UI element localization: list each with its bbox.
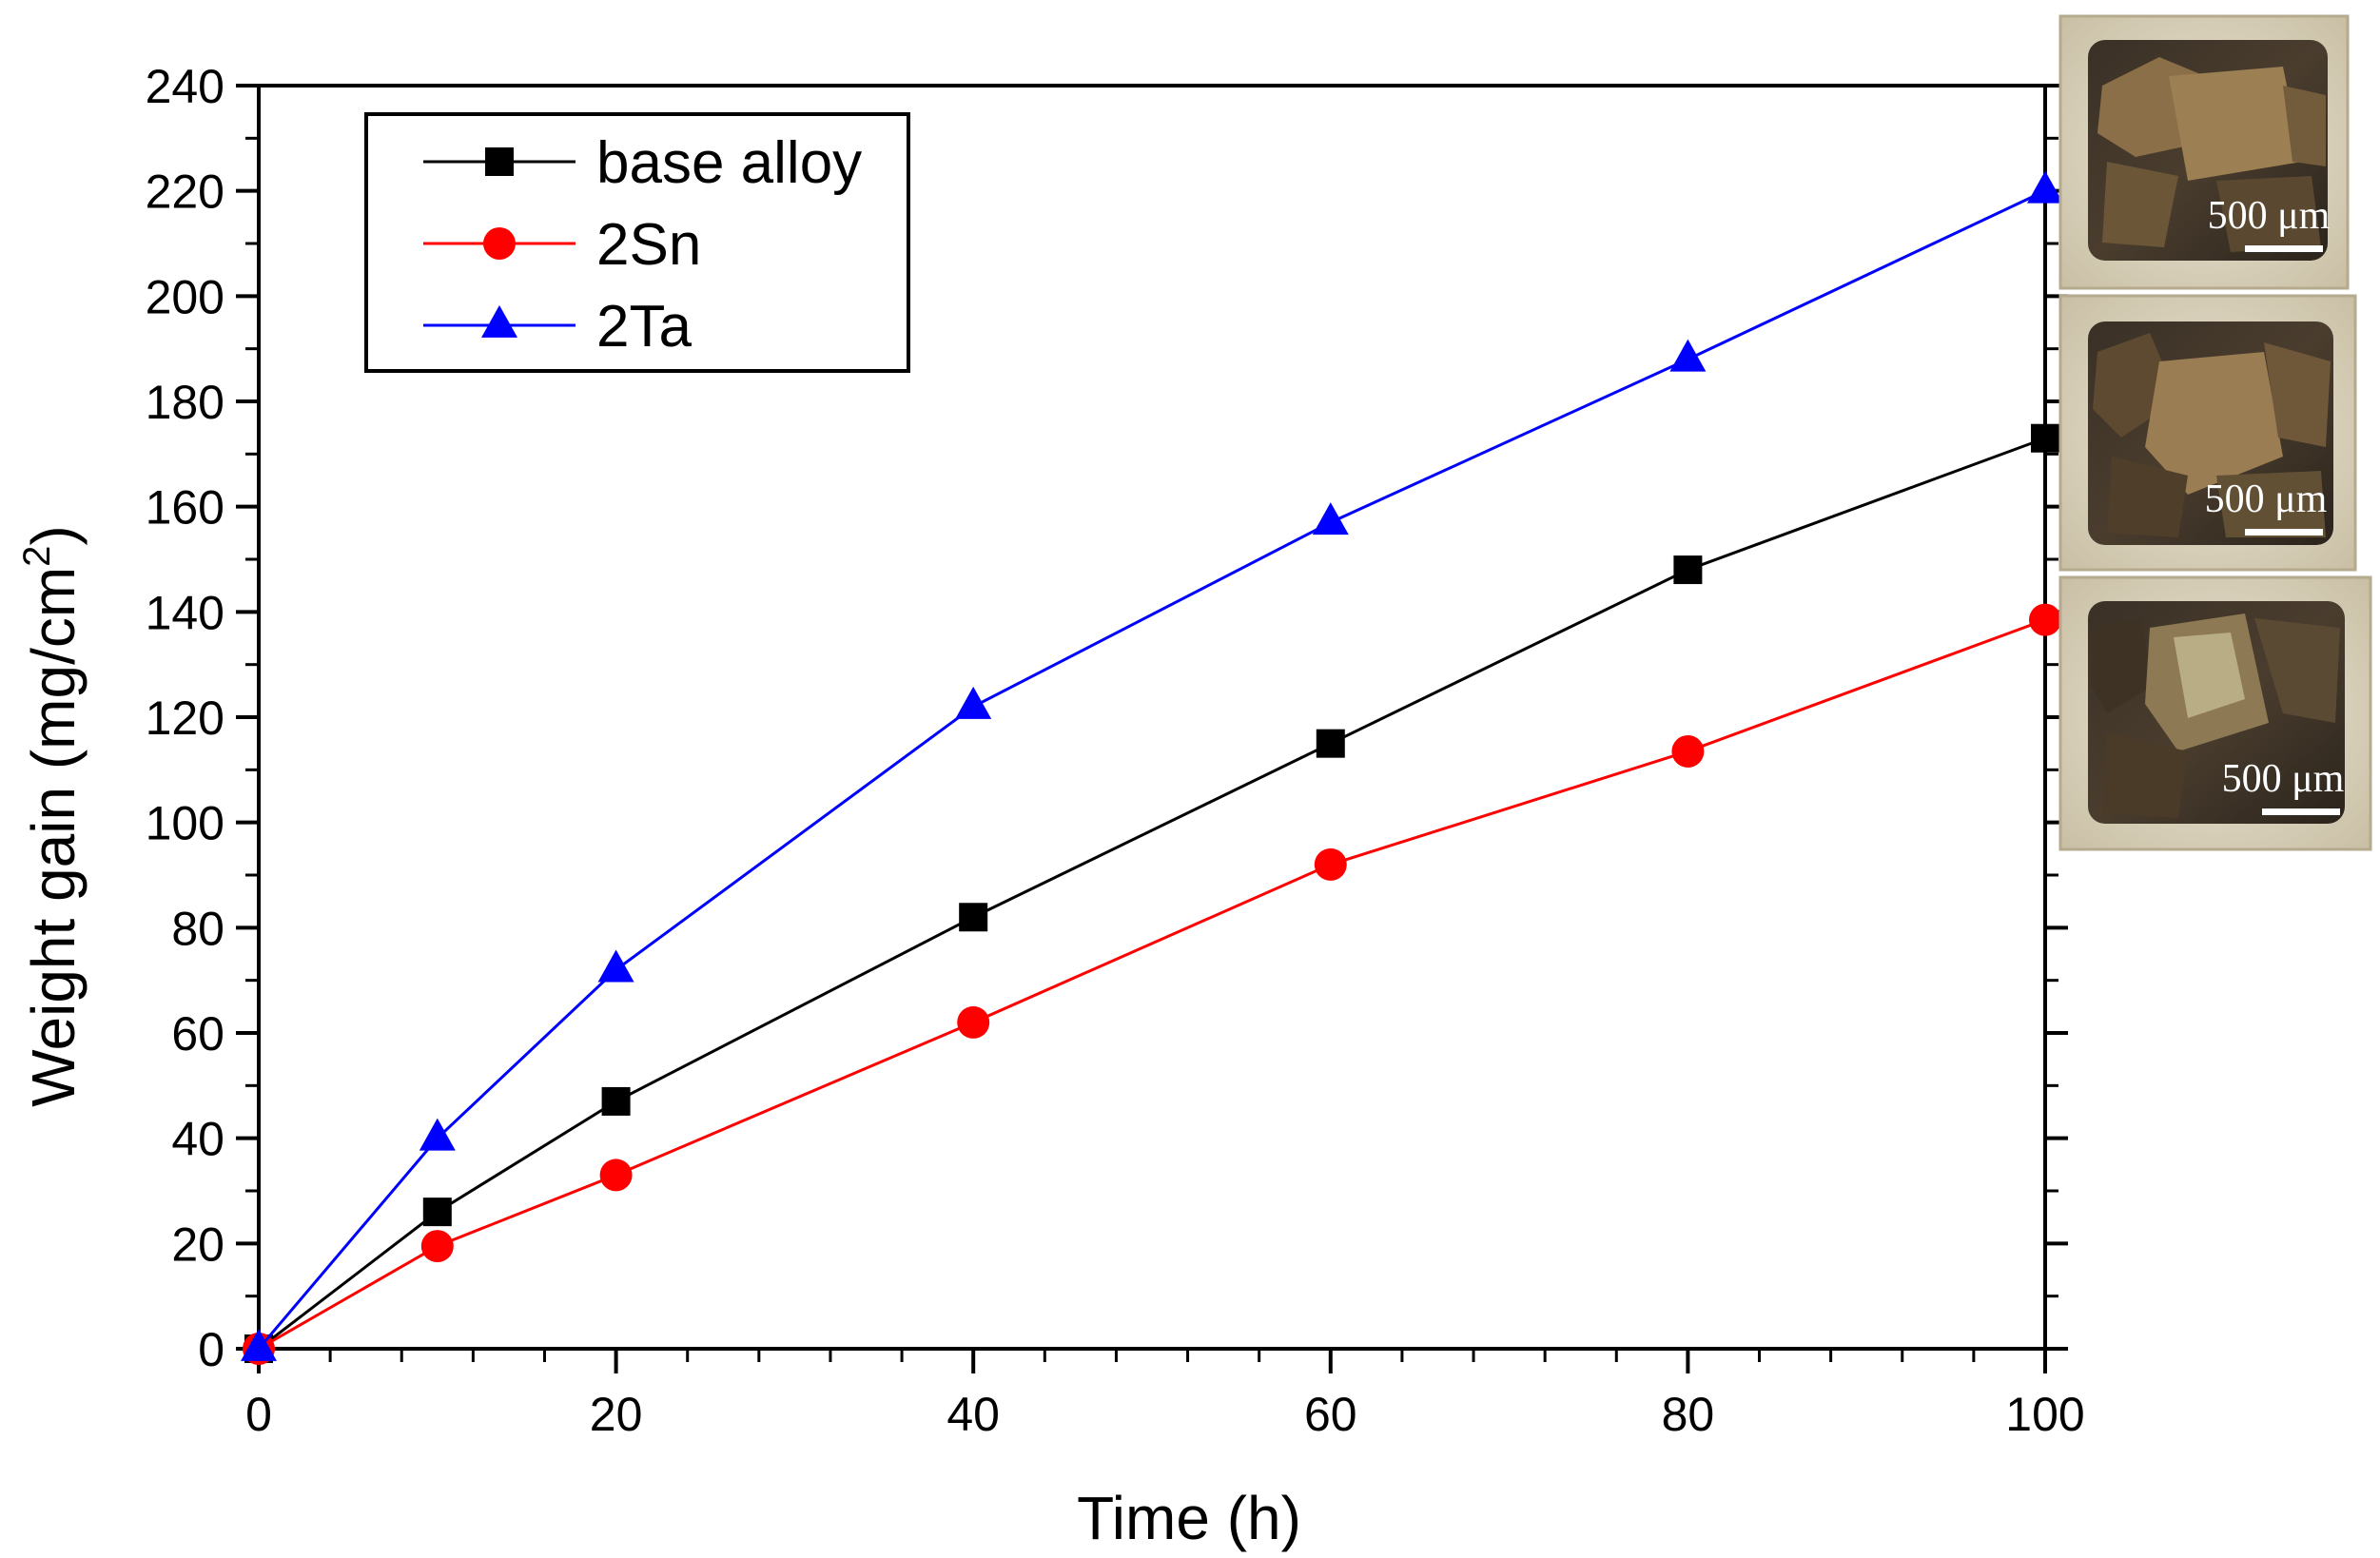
data-point <box>1671 734 1705 768</box>
data-point <box>959 903 988 932</box>
data-point <box>2031 423 2059 453</box>
y-tick-label: 100 <box>146 797 224 850</box>
y-axis-title: Weight gain (mg/cm2) <box>16 525 88 1106</box>
y-tick-label: 180 <box>146 376 224 429</box>
data-point <box>420 1230 454 1263</box>
series-2ta <box>241 170 2063 1361</box>
y-tick-label: 20 <box>171 1217 224 1271</box>
y-tick-label: 160 <box>146 481 224 535</box>
data-point <box>601 1086 631 1116</box>
legend-item: 2Ta <box>423 294 692 360</box>
scale-bar <box>2245 245 2323 252</box>
photo-base-alloy: 500 μm <box>2058 14 2350 290</box>
y-tick-label: 140 <box>146 586 224 639</box>
y-tick-label: 40 <box>171 1113 224 1166</box>
legend-label: 2Ta <box>596 294 692 360</box>
scale-label: 500 μm <box>2205 477 2328 521</box>
data-point <box>1673 555 1703 585</box>
series-2sn <box>243 603 2061 1365</box>
x-tick-label: 20 <box>590 1388 643 1441</box>
photo-2sn: 500 μm <box>2058 294 2357 572</box>
data-point <box>599 1159 633 1192</box>
data-point <box>419 1118 456 1151</box>
scale-bar <box>2245 529 2323 536</box>
legend-items: base alloy 2Sn 2Ta <box>423 130 862 360</box>
data-point <box>1316 729 1345 758</box>
legend-marker <box>483 227 516 260</box>
data-point <box>2029 603 2061 636</box>
legend-marker <box>485 147 514 176</box>
y-axis-title-superscript: 2 <box>16 546 58 567</box>
photo-2ta: 500 μm <box>2058 575 2372 851</box>
x-tick-label: 100 <box>2005 1388 2084 1441</box>
y-tick-label: 80 <box>171 902 224 955</box>
y-axis-title-suffix: ) <box>19 525 88 545</box>
x-axis-title: Time (h) <box>1077 1484 1301 1552</box>
data-point <box>422 1198 452 1227</box>
axes: 0 20 40 60 80 100 120 140 160 180 200 220 240 0 20 40 60… <box>146 60 2085 1441</box>
legend-label: base alloy <box>596 130 862 196</box>
scale-label: 500 μm <box>2208 194 2331 238</box>
scale-bar <box>2262 808 2340 815</box>
plot-series <box>241 170 2063 1365</box>
y-tick-label: 60 <box>171 1007 224 1061</box>
data-point <box>955 686 992 719</box>
legend-marker <box>481 304 517 338</box>
y-axis-title-main: Weight gain (mg/cm <box>19 567 88 1107</box>
y-tick-label: 120 <box>146 691 224 745</box>
data-point <box>1669 339 1707 372</box>
legend: base alloy 2Sn 2Ta <box>364 112 910 373</box>
legend-item: base alloy <box>423 130 862 196</box>
data-point <box>1312 502 1349 536</box>
specimen-photos: 500 μm 500 μm 500 μm <box>2058 14 2372 851</box>
y-tick-label: 220 <box>146 166 224 219</box>
x-tick-label: 80 <box>1662 1388 1715 1441</box>
legend-item: 2Sn <box>423 212 701 278</box>
legend-label: 2Sn <box>596 212 701 278</box>
x-tick-label: 40 <box>946 1388 1000 1441</box>
y-tick-label: 240 <box>146 60 224 113</box>
data-point <box>597 949 634 983</box>
data-point <box>2027 170 2063 204</box>
y-tick-label: 200 <box>146 270 224 323</box>
data-point <box>957 1005 990 1039</box>
x-tick-label: 0 <box>245 1388 272 1441</box>
scale-label: 500 μm <box>2222 757 2345 801</box>
data-point <box>241 1328 277 1361</box>
x-tick-label: 60 <box>1304 1388 1357 1441</box>
y-tick-label: 0 <box>198 1323 224 1376</box>
data-point <box>1314 847 1347 881</box>
